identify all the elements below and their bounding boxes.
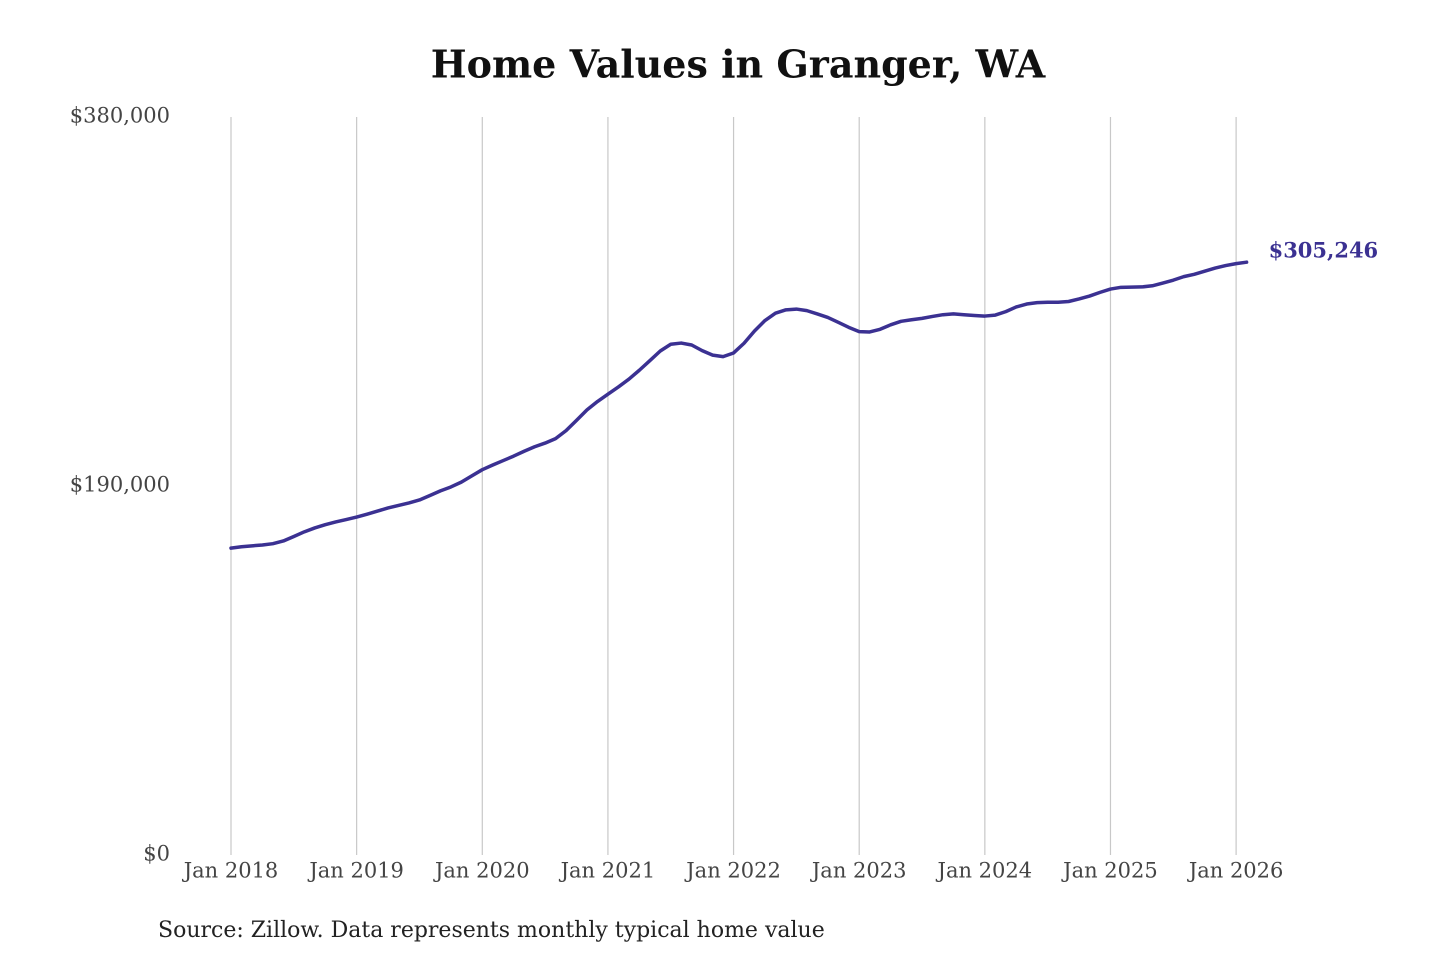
y-tick-label: $0 (143, 842, 170, 866)
value-label: $305,246 (1269, 238, 1379, 263)
source-note: Source: Zillow. Data represents monthly … (158, 918, 825, 943)
x-tick-label: Jan 2025 (1061, 859, 1158, 883)
x-tick-label: Jan 2018 (182, 859, 279, 883)
y-tick-label: $380,000 (70, 104, 170, 128)
x-tick-label: Jan 2020 (433, 859, 530, 883)
x-tick-label: Jan 2024 (936, 859, 1033, 883)
line (229, 260, 1249, 550)
x-tick-label: Jan 2026 (1187, 859, 1284, 883)
x-tick-label: Jan 2019 (307, 859, 404, 883)
x-tick-label: Jan 2022 (684, 859, 781, 883)
chart-title: Home Values in Granger, WA (431, 42, 1046, 87)
y-tick-label: $190,000 (70, 473, 170, 497)
x-tick-label: Jan 2023 (810, 859, 907, 883)
x-tick-label: Jan 2021 (559, 859, 656, 883)
